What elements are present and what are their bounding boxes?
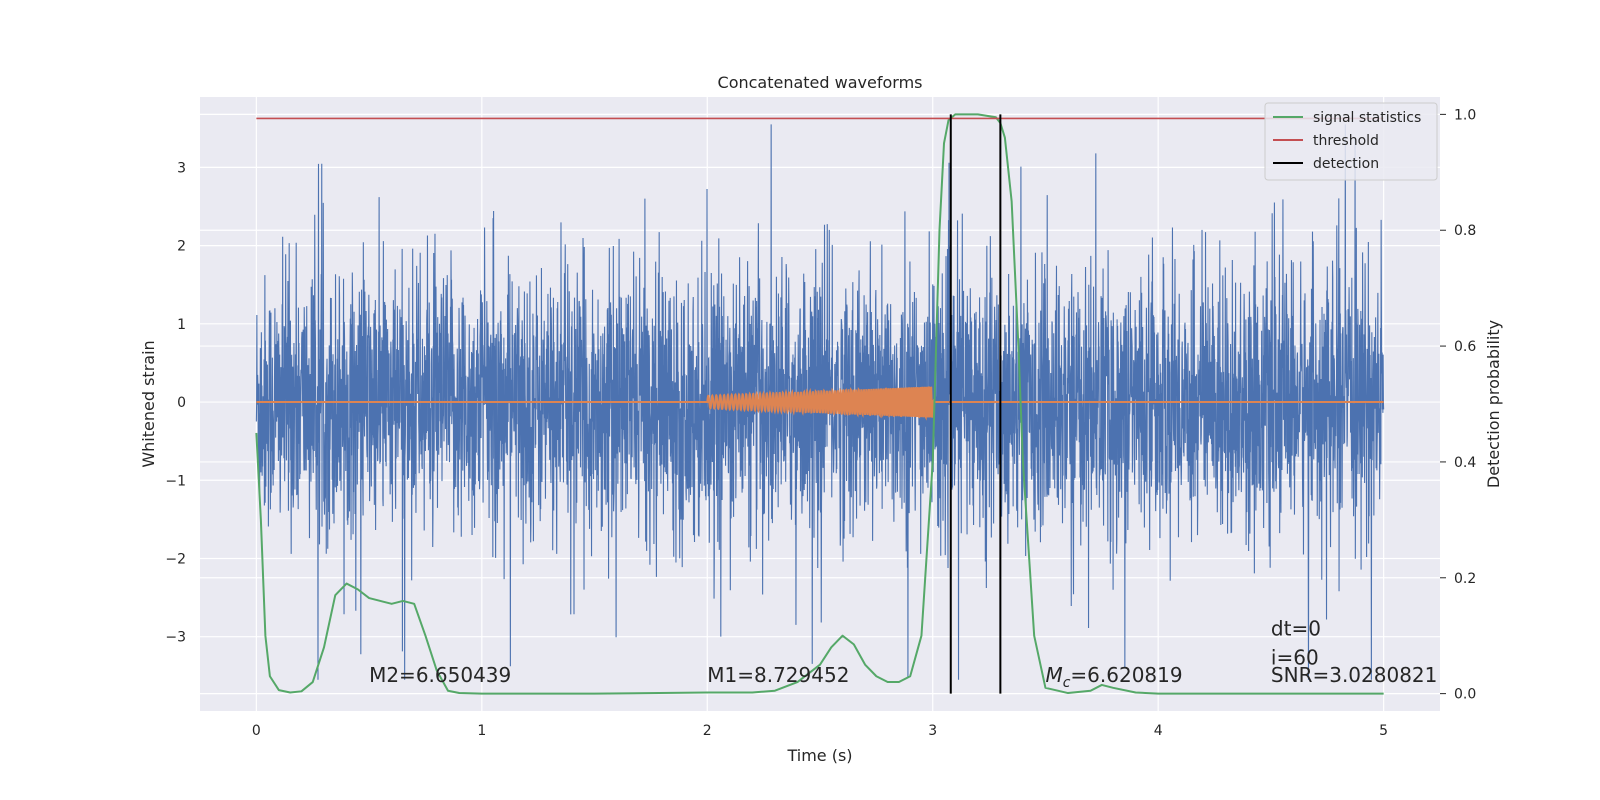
x-axis-label: Time (s)	[786, 746, 852, 765]
legend-label: threshold	[1313, 133, 1379, 149]
legend-label: detection	[1313, 156, 1379, 172]
y-tick-label: −3	[165, 630, 186, 646]
template-line	[256, 386, 1384, 421]
y2-axis-label: Detection probability	[1484, 320, 1503, 488]
y-tick-label: 0	[177, 395, 186, 411]
y-tick-label: −2	[165, 551, 186, 567]
signal-statistics-line	[255, 113, 1384, 695]
ticks-layer: 0 1 2 3 4 5 −3 −2 −1 0 1 2 3 0.0 0.2 0.4 0.6 0.8 1.0	[165, 107, 1476, 739]
series-layer	[255, 113, 1385, 695]
chart-title: Concatenated waveforms	[718, 73, 923, 92]
annotation-text: M2=6.650439	[369, 663, 511, 687]
annotation-text: Mc=6.620819	[1045, 663, 1182, 691]
legend-box	[1264, 102, 1438, 181]
y-axis-label: Whitened strain	[139, 340, 158, 467]
strain-line	[255, 124, 1385, 680]
legend-label: signal statistics	[1313, 110, 1421, 126]
x-tick-label: 4	[1154, 723, 1163, 739]
x-tick-label: 0	[252, 723, 261, 739]
y-tick-label: 1	[177, 317, 186, 333]
annotation-text: i=60	[1271, 646, 1319, 670]
y2-tick-label: 0.6	[1454, 339, 1476, 355]
x-tick-label: 3	[928, 723, 937, 739]
annotation-text: M1=8.729452	[707, 663, 849, 687]
y-tick-label: 3	[177, 160, 186, 176]
annotation-text: SNR=3.0280821	[1271, 663, 1437, 687]
y2-tick-label: 1.0	[1454, 107, 1476, 123]
x-tick-label: 5	[1379, 723, 1388, 739]
y2-tick-label: 0.8	[1454, 223, 1476, 239]
x-tick-label: 2	[703, 723, 712, 739]
y2-tick-label: 0.2	[1454, 571, 1476, 587]
y2-tick-label: 0.0	[1454, 687, 1476, 703]
x-tick-label: 1	[477, 723, 486, 739]
y2-tick-label: 0.4	[1454, 455, 1476, 471]
y-tick-label: 2	[177, 239, 186, 255]
legend: signal statistics threshold detection	[1264, 102, 1438, 181]
y-tick-label: −1	[165, 473, 186, 489]
annotation-text: dt=0	[1271, 617, 1321, 641]
annotations-layer: M2=6.650439 M1=8.729452 Mc=6.620819 dt=0 i=6…	[369, 617, 1437, 691]
